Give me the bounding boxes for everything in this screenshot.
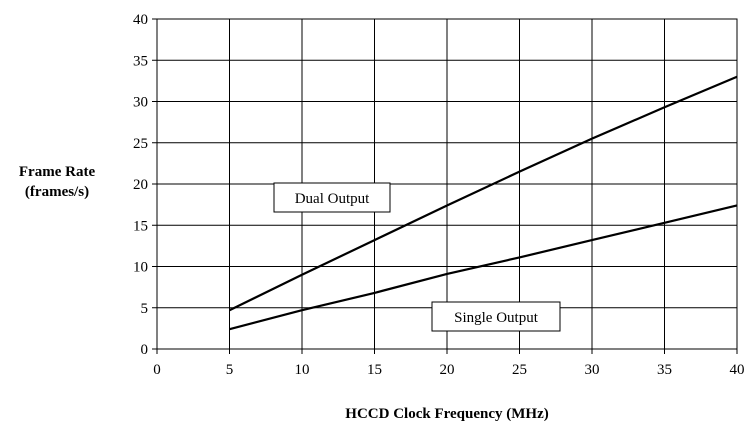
x-axis-title: HCCD Clock Frequency (MHz) — [345, 406, 548, 422]
y-tick-label: 30 — [133, 95, 148, 111]
single-output-label: Single Output — [454, 310, 539, 326]
y-axis-title-line-2: (frames/s) — [25, 184, 89, 200]
x-tick-label: 20 — [440, 362, 455, 378]
y-tick-label: 15 — [133, 218, 148, 234]
plot-frame — [156, 18, 738, 350]
y-tick-label: 5 — [141, 301, 149, 317]
x-tick-label: 10 — [295, 362, 310, 378]
dual-output-label: Dual Output — [295, 191, 370, 207]
y-tick-label: 25 — [133, 136, 148, 152]
x-tick-label: 25 — [512, 362, 527, 378]
y-tick-label: 40 — [133, 12, 148, 28]
x-tick-label: 0 — [153, 362, 161, 378]
x-tick-label: 40 — [730, 362, 745, 378]
x-tick-label: 35 — [657, 362, 672, 378]
y-tick-label: 35 — [133, 53, 148, 69]
tick-labels: 0 5 10 15 20 25 30 35 40 0 5 10 15 20 25 30 35 40 — [133, 12, 745, 378]
x-tick-label: 5 — [226, 362, 234, 378]
series-lines — [229, 75, 738, 331]
y-tick-label: 0 — [141, 342, 149, 358]
series-line-dual-output — [229, 75, 738, 312]
single-output-label-box: Single Output — [431, 301, 561, 332]
y-tick-label: 10 — [133, 260, 148, 276]
y-tick-label: 20 — [133, 177, 148, 193]
x-tick-label: 15 — [367, 362, 382, 378]
dual-output-label-box: Dual Output — [273, 182, 391, 213]
series-line-single-output — [229, 204, 738, 331]
x-tick-label: 30 — [585, 362, 600, 378]
y-axis-title-line-1: Frame Rate — [19, 164, 96, 180]
